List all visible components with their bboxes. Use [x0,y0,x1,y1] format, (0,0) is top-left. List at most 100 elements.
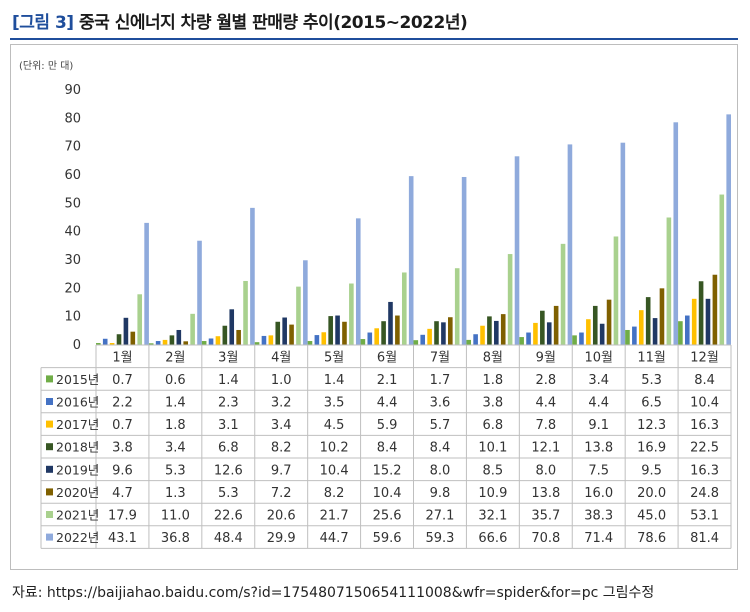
data-cell: 25.6 [373,509,402,524]
chart-panel: (단위: 만 대) 0 10 20 30 40 50 60 70 80 90 1월 2월 3월 4월 5월 6월… [10,44,738,570]
y-tick-label: 90 [64,83,81,98]
data-cell: 48.4 [214,531,243,546]
bar [215,336,221,345]
data-cell: 4.4 [535,396,556,411]
bar [606,299,612,345]
data-cell: 3.5 [324,396,345,411]
bar [342,321,347,345]
data-cell: 12.1 [531,441,560,456]
bar [130,331,136,345]
data-cell: 0.6 [165,373,186,388]
data-cell: 15.2 [373,463,402,478]
data-cell: 3.6 [430,396,451,411]
bar [652,318,658,345]
data-cell: 13.8 [531,486,560,501]
figure-title: 중국 신에너지 차량 월별 판매량 추이(2015~2022년) [79,13,468,33]
y-tick-label: 10 [64,310,81,325]
data-cell: 12.3 [637,418,666,433]
data-cell: 66.6 [478,531,507,546]
data-cell: 24.8 [690,486,719,501]
y-tick-label: 80 [64,111,81,126]
x-tick-label: 6월 [377,350,397,365]
bar [567,144,573,345]
data-cell: 7.2 [271,486,292,501]
y-tick-label: 40 [64,225,81,240]
data-cell: 1.8 [165,418,186,433]
legend-entry: 2016년 [56,395,99,410]
data-cell: 59.3 [425,531,454,546]
bar [222,325,228,345]
data-cell: 81.4 [690,531,719,546]
bar [673,122,679,345]
bar [116,334,122,345]
bar [632,326,637,345]
data-cell: 6.5 [641,396,662,411]
data-cell: 8.4 [377,441,398,456]
data-cell: 2.2 [112,396,133,411]
data-cell: 8.2 [324,486,345,501]
legend-swatch [46,488,53,496]
data-cell: 78.6 [637,531,666,546]
bar [719,194,725,345]
bar [678,321,683,345]
bar [620,142,626,345]
bar [691,298,697,345]
data-cell: 10.4 [320,463,349,478]
data-cell: 11.0 [161,509,190,524]
bar [533,322,538,345]
data-cell: 32.1 [478,509,507,524]
data-cell: 9.7 [271,463,292,478]
bar [367,332,373,345]
data-cell: 7.8 [535,418,556,433]
bar [183,341,189,345]
bar [500,314,506,345]
bar [335,315,340,345]
bar [659,288,665,345]
legend-swatch [46,465,53,473]
source-note: 자료: https://baijiahao.baidu.com/s?id=175… [12,585,655,601]
bar [514,156,520,345]
bar [275,321,281,345]
legend-entry: 2020년 [56,485,99,500]
title-divider [10,38,738,40]
legend-swatch [46,398,53,405]
data-cell: 20.0 [637,486,666,501]
bar [268,335,274,345]
data-cell: 13.8 [584,441,613,456]
bar [448,317,453,345]
data-cell: 9.8 [430,486,451,501]
data-cell: 45.0 [637,509,666,524]
bar [454,268,460,345]
data-cell: 8.0 [535,463,556,478]
legend-entry: 2021년 [56,508,99,523]
bar [540,310,545,345]
data-cell: 5.9 [377,418,398,433]
x-tick-label: 7월 [430,350,450,365]
data-cell: 10.9 [478,486,507,501]
x-tick-label: 11월 [637,350,666,365]
data-cell: 4.5 [324,418,345,433]
x-tick-label: 8월 [483,350,503,365]
figure-number: [그림 3] [12,13,74,33]
data-cell: 5.7 [430,418,451,433]
bar [137,294,143,345]
data-cell: 8.2 [271,441,292,456]
bar [208,338,214,345]
legend-entry: 2015년 [56,372,99,387]
data-cell: 3.4 [588,373,609,388]
data-cell: 10.4 [373,486,402,501]
data-cell: 10.4 [690,396,719,411]
data-cell: 9.5 [641,463,662,478]
bar [613,236,619,345]
bar [261,335,267,345]
x-tick-label: 1월 [112,350,132,365]
bar [413,340,419,345]
bar [296,286,301,345]
data-cell: 35.7 [531,509,560,524]
bar [148,343,154,345]
bar [684,315,690,345]
bar [546,322,552,345]
data-cell: 22.5 [690,441,719,456]
bar [169,335,175,345]
bar [96,343,101,345]
